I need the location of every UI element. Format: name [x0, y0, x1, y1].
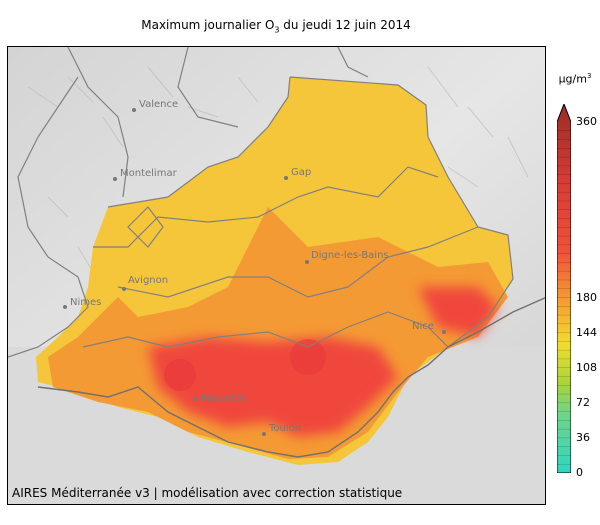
city-label-avignon: Avignon	[128, 275, 169, 286]
colorbar-tick-label: 108	[576, 361, 597, 374]
city-label-valence: Valence	[139, 99, 179, 110]
city-dot-nice	[442, 330, 446, 334]
relief-shading	[27, 66, 529, 273]
colorbar	[557, 104, 571, 473]
title-prefix: Maximum journalier O	[141, 18, 275, 32]
city-dot-valence	[132, 108, 136, 112]
colorbar-bands	[557, 130, 571, 465]
colorbar-unit: µg/m3	[552, 72, 598, 86]
ozone-zone-orange	[48, 207, 508, 459]
credit-text: AIRES Méditerranée v3 | modélisation ave…	[12, 486, 403, 500]
map-panel[interactable]: Valence Montelimar Gap Digne-les-Bains A…	[7, 46, 546, 505]
city-label-digne: Digne-les-Bains	[311, 250, 389, 261]
city-label-toulon: Toulon	[269, 423, 302, 434]
ozone-peak-center	[290, 339, 326, 375]
city-dot-toulon	[262, 432, 266, 436]
colorbar-tick-label: 144	[576, 326, 597, 339]
city-dot-avignon	[122, 287, 126, 291]
map-canvas	[8, 47, 545, 504]
city-label-nimes: Nimes	[70, 297, 102, 308]
colorbar-tick-label: 360	[576, 115, 597, 128]
unit-base: µg/m	[558, 72, 587, 86]
title-suffix: du jeudi 12 juin 2014	[279, 18, 411, 32]
unit-exponent: 3	[586, 72, 592, 80]
colorbar-tick-label: 72	[576, 396, 590, 409]
ozone-field	[36, 77, 513, 465]
city-dot-montelimar	[113, 177, 117, 181]
coastline	[37, 297, 545, 458]
city-label-montelimar: Montelimar	[120, 168, 177, 179]
title-subscript: 3	[274, 25, 280, 35]
ozone-peak-west	[164, 359, 196, 391]
colorbar-tick-label: 36	[576, 431, 590, 444]
colorbar-gradient	[557, 104, 571, 473]
city-label-nice: Nice	[412, 321, 434, 332]
colorbar-tick-label: 180	[576, 291, 597, 304]
city-dot-nimes	[63, 305, 67, 309]
city-dot-gap	[284, 176, 288, 180]
city-label-marseille: Marseille	[201, 393, 246, 404]
map-title: Maximum journalier O3 du jeudi 12 juin 2…	[0, 18, 552, 34]
city-dot-digne	[305, 260, 309, 264]
city-label-gap: Gap	[291, 167, 312, 178]
region-borders	[8, 47, 514, 358]
colorbar-tick-label: 0	[576, 466, 583, 479]
city-dot-marseille	[194, 397, 198, 401]
